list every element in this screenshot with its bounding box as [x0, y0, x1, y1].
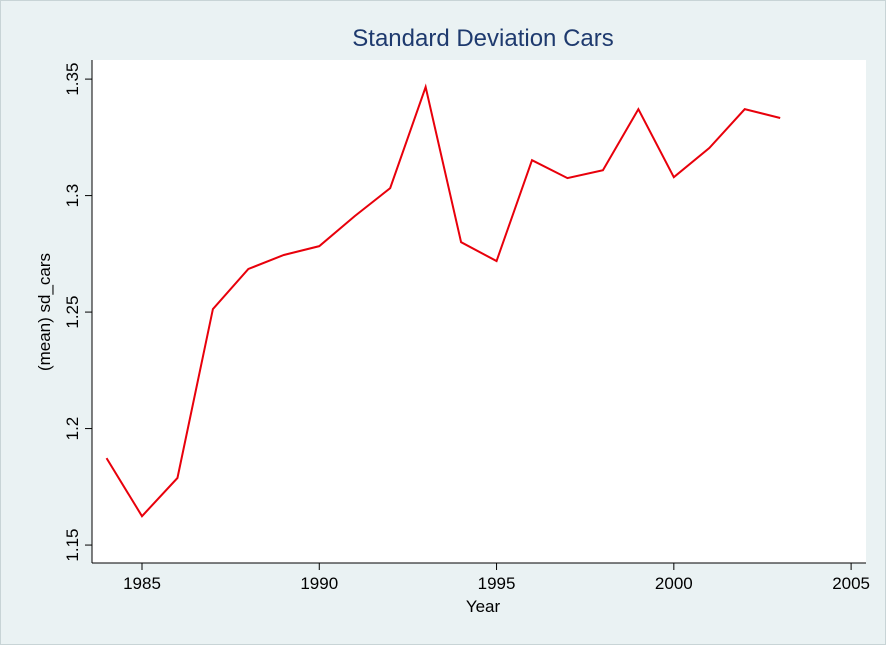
x-tick-label: 2005 — [832, 574, 870, 593]
line-series — [105, 83, 781, 518]
x-tick-label: 1990 — [300, 574, 338, 593]
chart-title: Standard Deviation Cars — [352, 25, 613, 52]
y-tick-label: 1.15 — [63, 529, 82, 562]
x-axis-label: Year — [466, 597, 501, 616]
y-tick-label: 1.35 — [63, 63, 82, 96]
plot-area — [92, 60, 866, 563]
x-tick-label: 1995 — [478, 574, 516, 593]
x-tick-label: 1985 — [123, 574, 161, 593]
y-tick-label: 1.3 — [63, 184, 82, 208]
y-tick-label: 1.25 — [63, 296, 82, 329]
y-axis-label: (mean) sd_cars — [35, 253, 54, 371]
y-tick-label: 1.2 — [63, 417, 82, 441]
x-tick-label: 2000 — [655, 574, 693, 593]
